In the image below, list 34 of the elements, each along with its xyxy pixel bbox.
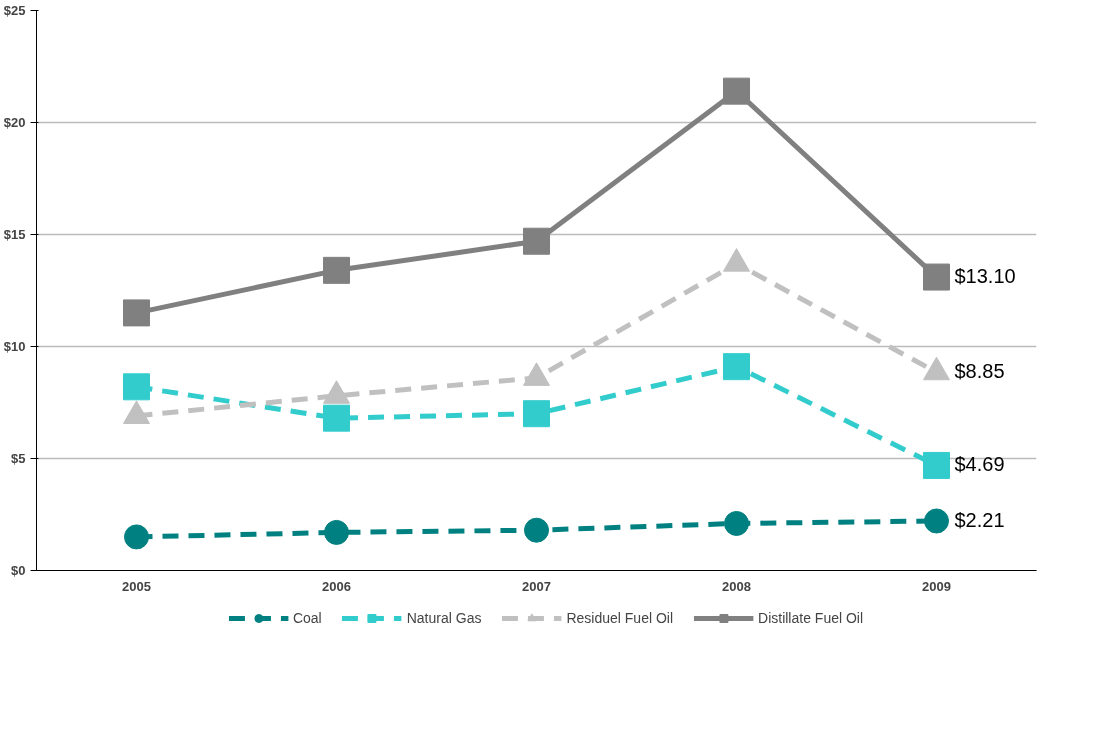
y-tick-label: $15	[3, 227, 26, 242]
y-tick-label: $20	[3, 115, 26, 130]
point	[923, 451, 950, 479]
y-tick-label: $10	[3, 339, 26, 354]
point	[123, 299, 150, 327]
data-label: $13.10	[954, 265, 1016, 288]
x-tick-label: 2006	[322, 578, 351, 594]
legend-label: Residuel Fuel Oil	[566, 610, 674, 626]
legend-label: Distillate Fuel Oil	[758, 610, 864, 626]
point	[923, 263, 950, 291]
point	[324, 519, 349, 545]
y-tick-label: $0	[11, 563, 26, 578]
point	[523, 400, 550, 428]
point	[123, 373, 150, 401]
legend-label: Coal	[292, 610, 322, 626]
y-tick-label: $5	[11, 451, 26, 466]
point	[124, 524, 149, 550]
point	[724, 510, 749, 536]
point	[924, 508, 949, 534]
point	[323, 404, 350, 432]
data-label: $4.69	[954, 453, 1005, 476]
point	[723, 353, 750, 381]
point	[323, 256, 350, 284]
data-label: $2.21	[954, 509, 1005, 531]
point	[524, 517, 549, 543]
legend-label: Natural Gas	[406, 610, 482, 626]
x-tick-label: 2008	[722, 578, 751, 594]
x-tick-label: 2009	[922, 578, 951, 594]
data-label: $8.85	[954, 360, 1005, 383]
point	[723, 77, 750, 105]
x-tick-label: 2007	[522, 578, 551, 594]
y-tick-label: $25	[3, 3, 26, 18]
x-tick-label: 2005	[122, 578, 151, 594]
point	[523, 227, 550, 255]
